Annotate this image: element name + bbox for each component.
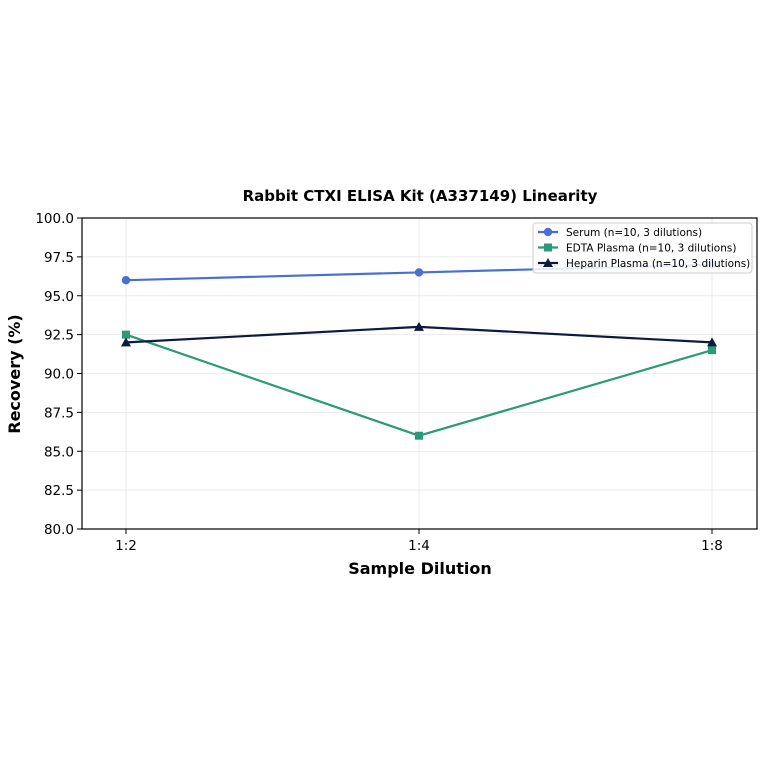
data-point [415,431,423,440]
legend-label: Serum (n=10, 3 dilutions) [566,227,702,239]
data-point [122,330,130,339]
legend-marker [543,258,553,267]
series-3 [121,321,717,347]
legend: Serum (n=10, 3 dilutions) EDTA Plasma (n=… [532,222,753,274]
data-point [414,268,424,277]
legend-box [532,222,753,274]
x-tick-label: 1:2 [115,538,137,554]
legend-marker [543,227,553,237]
y-tick-label: 80.0 [44,522,74,538]
data-point [414,321,424,331]
y-tick-label: 92.5 [44,328,74,344]
legend-label: EDTA Plasma (n=10, 3 dilutions) [566,243,736,255]
data-point [121,337,131,347]
series-2 [122,330,716,440]
legend-entry: Serum (n=10, 3 dilutions) [538,227,702,239]
y-tick-label: 85.0 [44,444,74,460]
x-tick-label: 1:4 [408,538,430,554]
legend-entry: EDTA Plasma (n=10, 3 dilutions) [538,243,736,255]
legend-entry: Heparin Plasma (n=10, 3 dilutions) [538,258,750,270]
y-tick-label: 82.5 [44,483,74,499]
data-point [707,337,717,347]
x-axis-label: Sample Dilution [348,559,492,578]
data-point [121,276,131,285]
y-tick-label: 100.0 [35,211,74,227]
x-axis: 1:2 1:4 1:8 [115,529,723,554]
legend-marker [544,243,552,252]
y-axis-label: Recovery (%) [5,314,24,433]
data-point [708,346,716,355]
y-tick-label: 97.5 [44,250,74,266]
y-axis: 80.0 82.5 85.0 87.5 90.0 92.5 95.0 97.5 100.0 [35,211,82,538]
y-tick-label: 87.5 [44,405,74,421]
x-tick-label: 1:8 [701,538,723,554]
y-tick-label: 90.0 [44,367,74,383]
y-tick-label: 95.0 [44,289,74,305]
legend-label: Heparin Plasma (n=10, 3 dilutions) [566,258,750,270]
chart-title: Rabbit CTXI ELISA Kit (A337149) Linearit… [243,187,598,205]
